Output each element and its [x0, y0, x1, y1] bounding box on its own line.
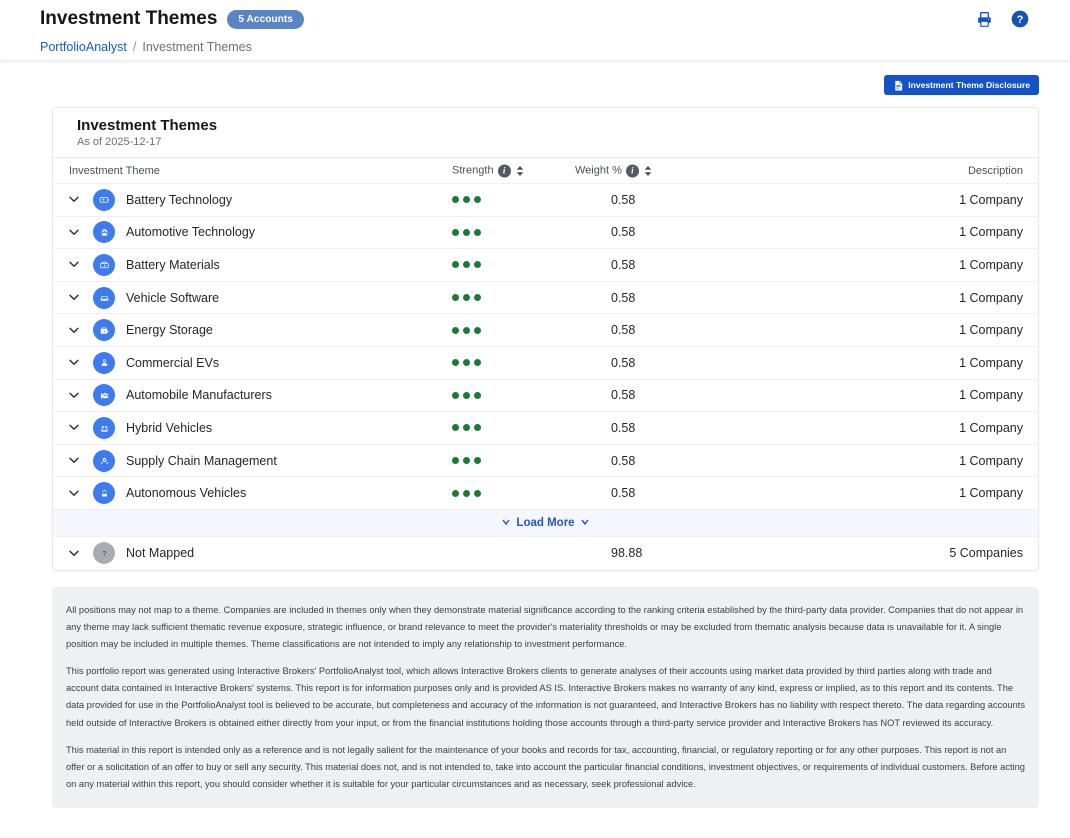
svg-text:?: ?: [1017, 14, 1024, 26]
svg-text:?: ?: [102, 551, 106, 558]
